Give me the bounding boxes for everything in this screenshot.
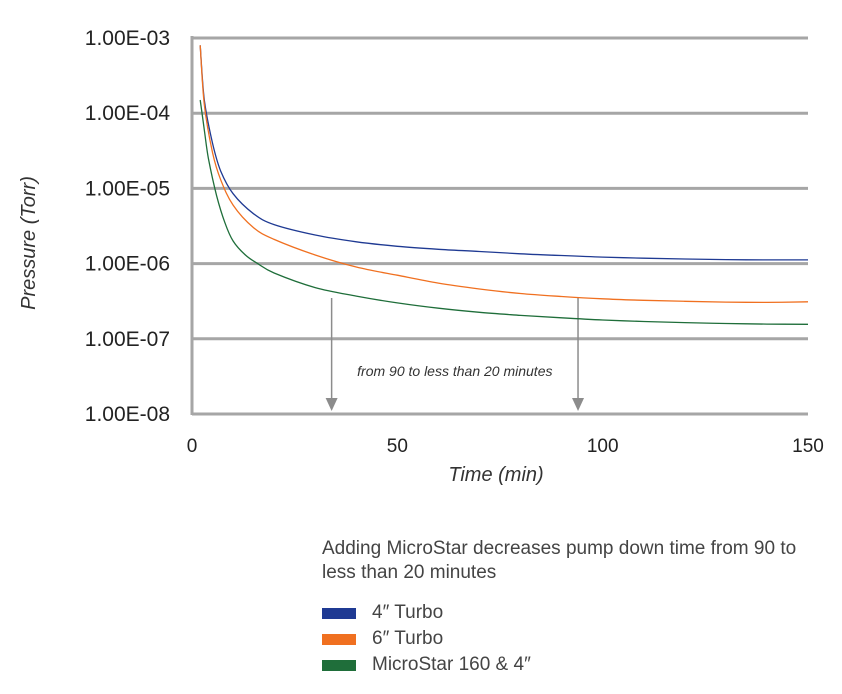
legend-label: MicroStar 160 & 4″	[372, 654, 531, 675]
series-line-0	[199, 45, 808, 261]
series-line-1	[199, 45, 809, 304]
annotation: from 90 to less than 20 minutes	[325, 298, 585, 411]
legend-label: 4″ Turbo	[372, 602, 444, 623]
grid	[192, 36, 808, 416]
legend-swatch-6-turbo	[322, 633, 356, 645]
legend-label: 6″ Turbo	[372, 628, 444, 649]
x-tick-labels: 0 50 100 150	[187, 436, 824, 457]
annotation-text: from 90 to less than 20 minutes	[357, 363, 552, 379]
legend-item-microstar: MicroStar 160 & 4″	[322, 652, 531, 678]
legend-item-6-turbo: 6″ Turbo	[322, 626, 531, 652]
legend-item-4-turbo: 4″ Turbo	[322, 600, 531, 626]
y-tick-label: 1.00E-03	[85, 27, 170, 50]
y-tick-label: 1.00E-06	[85, 253, 170, 276]
annotation-arrow-head	[325, 398, 338, 411]
x-axis-title: Time (min)	[448, 464, 543, 486]
y-tick-label: 1.00E-04	[85, 102, 171, 125]
chart: 1.00E-08 1.00E-07 1.00E-06 1.00E-05 1.00E-04…	[18, 27, 824, 486]
series-line-2	[199, 99, 809, 325]
y-tick-label: 1.00E-08	[85, 403, 170, 426]
x-tick-label: 0	[187, 436, 198, 457]
annotation-arrow-head	[572, 398, 585, 411]
x-tick-label: 150	[792, 436, 824, 457]
x-tick-label: 100	[587, 436, 619, 457]
series-lines	[199, 45, 809, 325]
y-tick-label: 1.00E-07	[85, 328, 170, 351]
chart-caption: Adding MicroStar decreases pump down tim…	[322, 538, 797, 583]
legend-swatch-4-turbo	[322, 607, 356, 619]
y-tick-labels: 1.00E-08 1.00E-07 1.00E-06 1.00E-05 1.00E-04…	[85, 27, 171, 426]
y-tick-label: 1.00E-05	[85, 177, 170, 200]
y-axis-title: Pressure (Torr)	[18, 176, 40, 310]
legend-swatch-microstar	[322, 659, 356, 671]
axes	[190, 36, 808, 416]
x-tick-label: 50	[387, 436, 408, 457]
legend: 4″ Turbo 6″ Turbo MicroStar 160 & 4″	[322, 600, 531, 678]
